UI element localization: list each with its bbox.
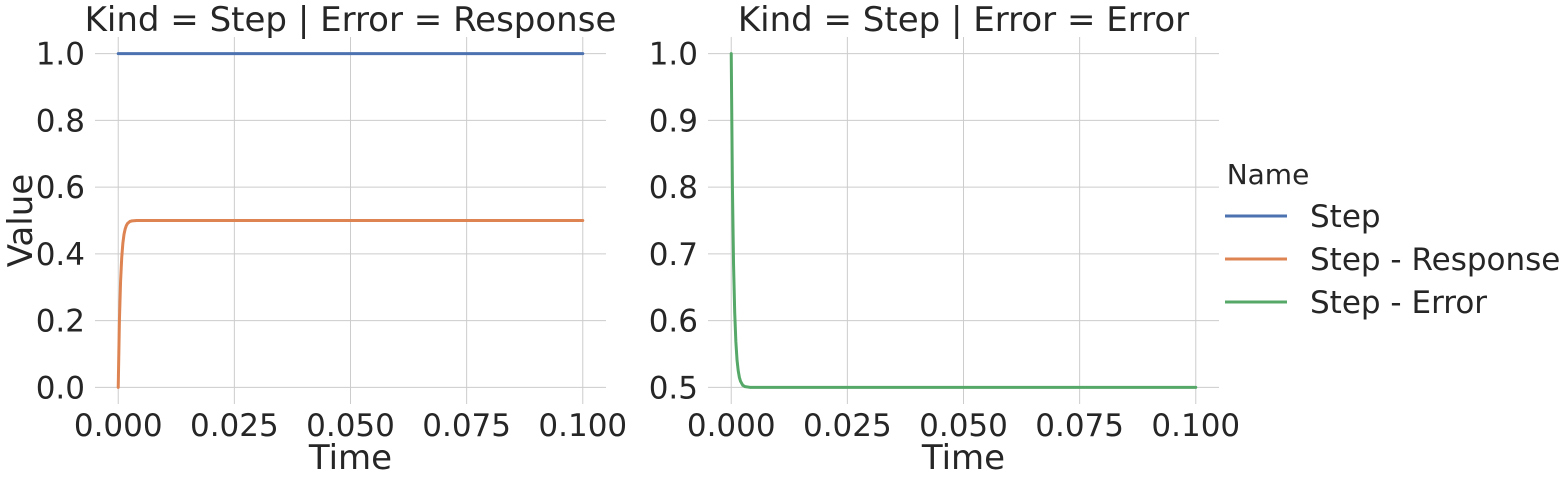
panel-2-y-tick-label: 0.7 [649, 237, 698, 273]
panel-1-x-tick-label: 0.050 [306, 408, 395, 444]
panel-1-y-tick-label: 1.0 [36, 37, 85, 73]
panel-1-y-tick-label: 0.6 [36, 170, 85, 206]
panel-1-y-axis-label: Value [1, 174, 41, 267]
panel-1-y-tick-label: 0.8 [36, 103, 85, 139]
panel-2-x-tick-label: 0.100 [1151, 408, 1240, 444]
panel-2-x-axis-label: Time [921, 438, 1005, 478]
panel-2-x-tick-label: 0.050 [919, 408, 1008, 444]
panel-1-y-tick-label: 0.4 [36, 237, 85, 273]
panel-2-y-tick-label: 0.8 [649, 170, 698, 206]
panel-2-y-tick-label: 0.5 [649, 370, 698, 406]
panel-1-x-tick-label: 0.000 [74, 408, 163, 444]
legend-label-2: Step - Response [1310, 242, 1560, 278]
panel-2-title: Kind = Step | Error = Error [738, 0, 1189, 40]
panel-2-x-tick-label: 0.000 [687, 408, 776, 444]
panel-2-y-tick-label: 0.6 [649, 304, 698, 340]
panel-1-x-tick-label: 0.075 [422, 408, 511, 444]
legend-title: Name [1227, 158, 1310, 191]
legend-label-1: Step [1310, 199, 1381, 235]
panel-1-x-tick-label: 0.025 [190, 408, 279, 444]
legend-label-3: Step - Error [1310, 285, 1487, 321]
panel-1-series-step-response [116, 219, 585, 389]
panel-1-x-axis-label: Time [308, 438, 392, 478]
panel-2-x-tick-label: 0.075 [1035, 408, 1124, 444]
panel-1-title: Kind = Step | Error = Response [85, 0, 617, 40]
panel-2-y-tick-label: 0.9 [649, 103, 698, 139]
panel-1-x-tick-label: 0.100 [538, 408, 627, 444]
panel-1-y-tick-label: 0.0 [36, 370, 85, 406]
panel-1-y-tick-label: 0.2 [36, 304, 85, 340]
panel-2-y-tick-label: 1.0 [649, 37, 698, 73]
panel-2-x-tick-label: 0.025 [803, 408, 892, 444]
panel-2-series-step-error [729, 52, 1198, 389]
